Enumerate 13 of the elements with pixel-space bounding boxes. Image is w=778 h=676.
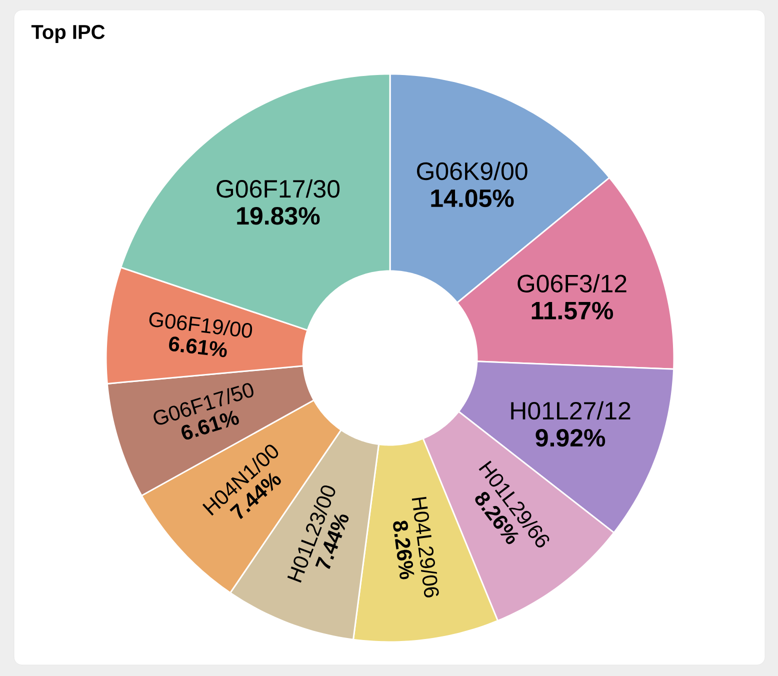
slice-label: G06F17/30 [216, 179, 340, 198]
chart-title: Top IPC [31, 24, 105, 44]
data-label: 9.92% [536, 428, 606, 447]
data-label: 6.61% [169, 336, 227, 358]
slice-label: H01L27/12 [511, 401, 630, 420]
data-label: 14.05% [431, 189, 514, 208]
slice-label: G06F3/12 [518, 274, 626, 292]
data-label: 8.26% [393, 520, 414, 580]
slice-label: H04L29/06 [412, 496, 439, 598]
data-label: 11.57% [532, 302, 614, 320]
slice-label: G06K9/00 [417, 162, 528, 180]
data-label: 19.83% [237, 207, 320, 225]
slice-label: G06F19/00 [149, 312, 252, 338]
